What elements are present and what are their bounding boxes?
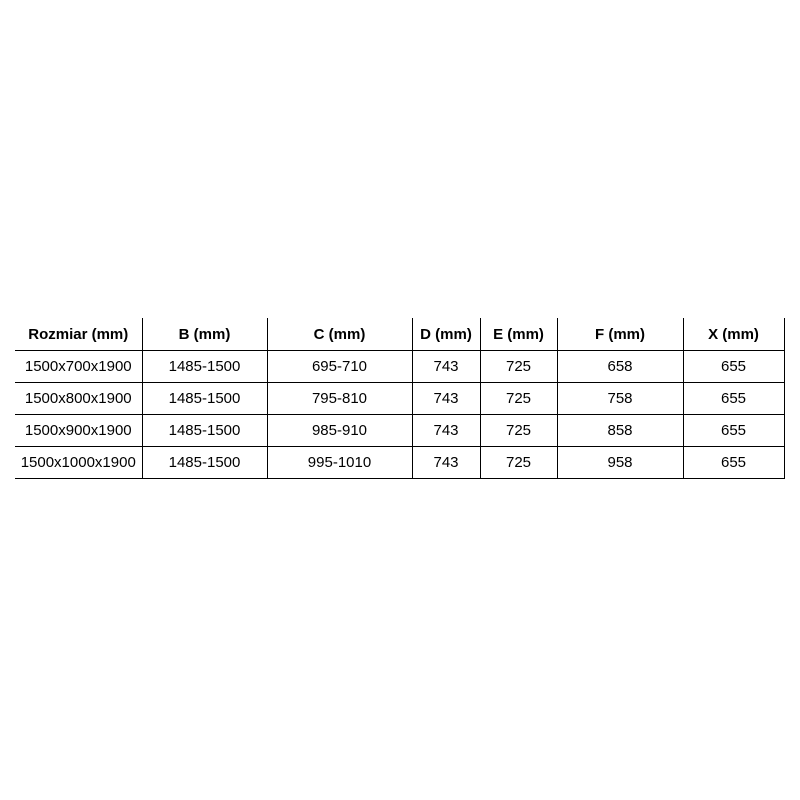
cell-f: 658 [556,350,684,383]
cell-rozmiar: 1500x700x1900 [15,350,143,383]
cell-x: 655 [682,446,785,479]
cell-rozmiar: 1500x1000x1900 [15,446,143,479]
column-header-e: E (mm) [479,318,558,351]
cell-b: 1485-1500 [141,414,268,447]
cell-x: 655 [682,414,785,447]
cell-rozmiar: 1500x800x1900 [15,382,143,415]
column-header-f: F (mm) [556,318,684,351]
table-row: 1500x800x1900 1485-1500 795-810 743 725 … [15,382,785,415]
cell-e: 725 [479,414,558,447]
cell-c: 795-810 [266,382,413,415]
cell-b: 1485-1500 [141,350,268,383]
table-row: 1500x700x1900 1485-1500 695-710 743 725 … [15,350,785,383]
cell-d: 743 [411,350,481,383]
cell-b: 1485-1500 [141,382,268,415]
column-header-x: X (mm) [682,318,785,351]
column-header-b: B (mm) [141,318,268,351]
table-row: 1500x1000x1900 1485-1500 995-1010 743 72… [15,446,785,479]
cell-d: 743 [411,382,481,415]
cell-c: 985-910 [266,414,413,447]
dimension-spec-table: Rozmiar (mm) B (mm) C (mm) D (mm) E (mm)… [15,318,785,479]
cell-d: 743 [411,446,481,479]
column-header-c: C (mm) [266,318,413,351]
column-header-rozmiar: Rozmiar (mm) [15,318,143,351]
cell-x: 655 [682,350,785,383]
column-header-d: D (mm) [411,318,481,351]
cell-f: 858 [556,414,684,447]
cell-c: 695-710 [266,350,413,383]
header-row: Rozmiar (mm) B (mm) C (mm) D (mm) E (mm)… [15,318,785,351]
cell-f: 758 [556,382,684,415]
cell-d: 743 [411,414,481,447]
cell-c: 995-1010 [266,446,413,479]
cell-rozmiar: 1500x900x1900 [15,414,143,447]
table-row: 1500x900x1900 1485-1500 985-910 743 725 … [15,414,785,447]
cell-x: 655 [682,382,785,415]
cell-e: 725 [479,350,558,383]
cell-b: 1485-1500 [141,446,268,479]
cell-f: 958 [556,446,684,479]
cell-e: 725 [479,446,558,479]
cell-e: 725 [479,382,558,415]
